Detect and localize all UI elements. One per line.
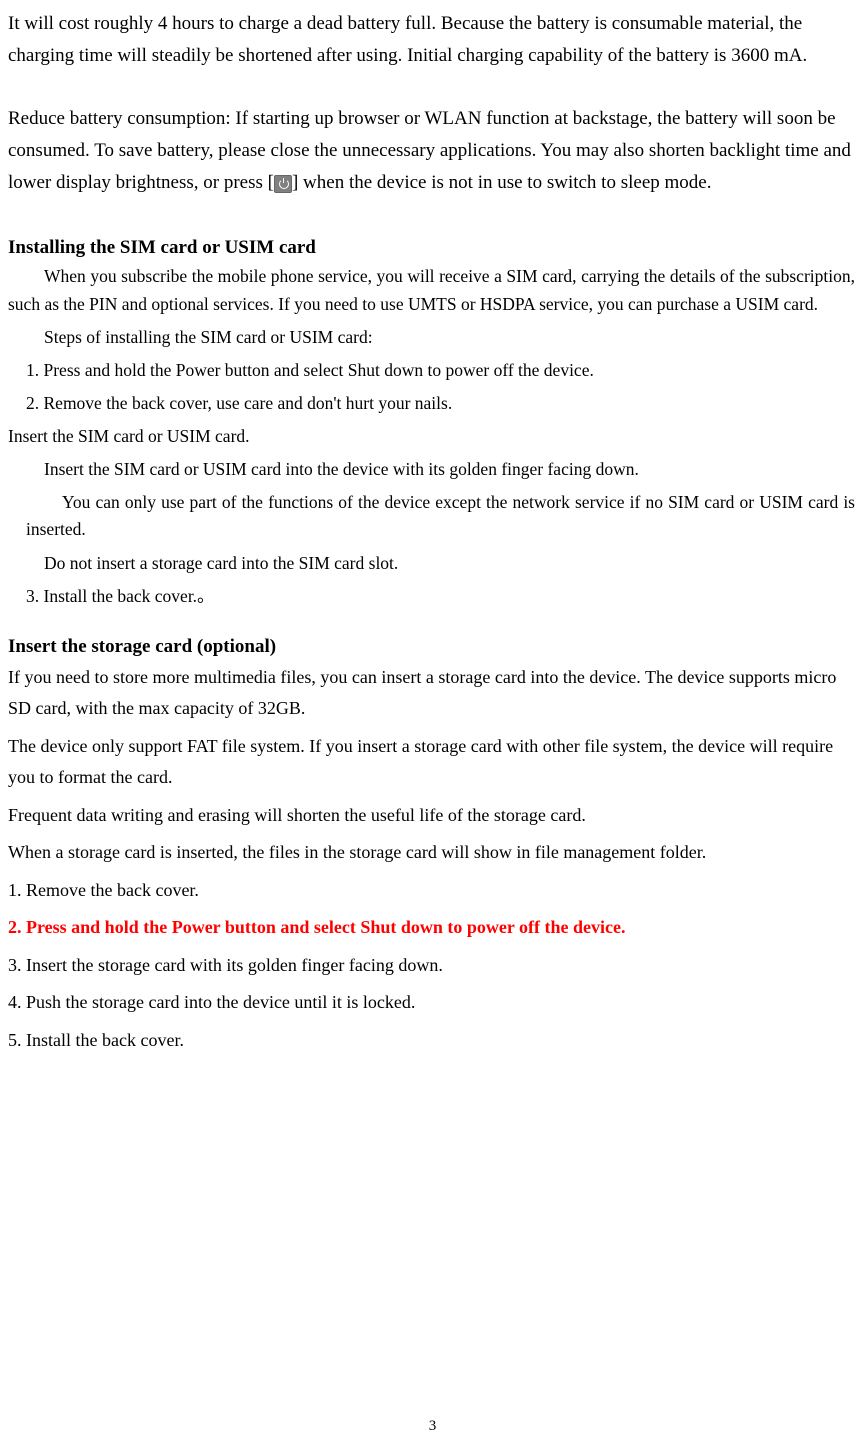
sim-card-heading: Installing the SIM card or USIM card <box>8 237 855 259</box>
battery-charging-paragraph: It will cost roughly 4 hours to charge a… <box>8 8 855 73</box>
storage-step-1: 1. Remove the back cover. <box>8 875 855 907</box>
storage-para-4: When a storage card is inserted, the fil… <box>8 837 855 869</box>
sim-step-1: 1. Press and hold the Power button and s… <box>8 357 855 384</box>
storage-para-2: The device only support FAT file system.… <box>8 731 855 794</box>
sim-steps-intro: Steps of installing the SIM card or USIM… <box>8 324 855 351</box>
sim-step-3: 3. Install the back cover.。 <box>8 583 855 610</box>
para2-after: ] when the device is not in use to switc… <box>292 172 712 193</box>
storage-step-2: 2. Press and hold the Power button and s… <box>8 912 855 944</box>
storage-step-5: 5. Install the back cover. <box>8 1025 855 1057</box>
storage-para-3: Frequent data writing and erasing will s… <box>8 800 855 832</box>
battery-consumption-paragraph: Reduce battery consumption: If starting … <box>8 103 855 200</box>
storage-step-3: 3. Insert the storage card with its gold… <box>8 950 855 982</box>
sim-step-2: 2. Remove the back cover, use care and d… <box>8 390 855 417</box>
power-icon <box>274 175 292 193</box>
storage-card-heading: Insert the storage card (optional) <box>8 636 855 658</box>
page-number: 3 <box>0 1418 865 1435</box>
sim-intro-paragraph: When you subscribe the mobile phone serv… <box>8 263 855 317</box>
sim-note-2: Do not insert a storage card into the SI… <box>8 550 855 577</box>
storage-step-4: 4. Push the storage card into the device… <box>8 987 855 1019</box>
sim-insert-detail: Insert the SIM card or USIM card into th… <box>8 456 855 483</box>
sim-insert-line: Insert the SIM card or USIM card. <box>8 423 855 450</box>
storage-para-1: If you need to store more multimedia fil… <box>8 662 855 725</box>
sim-note-1: You can only use part of the functions o… <box>8 489 855 543</box>
